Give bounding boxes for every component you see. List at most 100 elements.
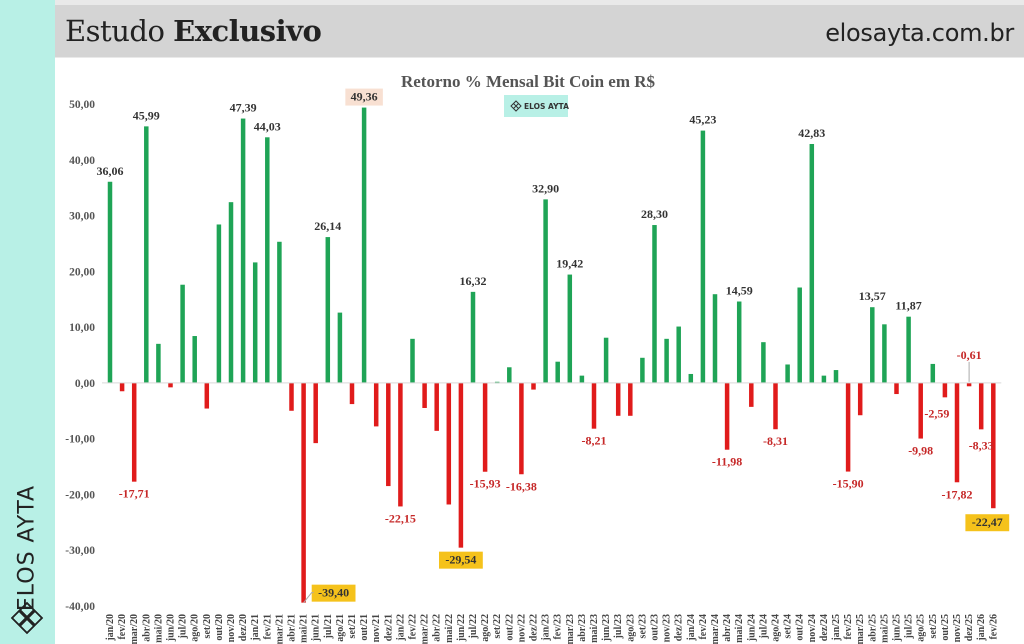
- bar-positive: [833, 370, 839, 383]
- x-tick-label: nov/23: [662, 614, 673, 642]
- bar-positive: [821, 375, 827, 383]
- x-tick-label: mar/20: [129, 614, 140, 644]
- bar-positive: [652, 225, 657, 383]
- x-tick-label: fev/22: [408, 614, 419, 640]
- x-tick-label: jan/26: [976, 614, 987, 642]
- data-label: 32,90: [532, 181, 559, 195]
- x-tick-label: out/25: [940, 614, 951, 641]
- x-tick-label: mar/21: [274, 614, 285, 644]
- x-tick-label: jun/24: [746, 614, 757, 642]
- data-label: 19,42: [556, 257, 583, 271]
- data-label: 16,32: [460, 274, 487, 288]
- bar-positive: [930, 363, 936, 383]
- x-tick-label: out/22: [504, 614, 515, 641]
- bar-negative: [373, 382, 379, 427]
- x-tick-label: fev/24: [698, 614, 709, 640]
- x-tick-label: mai/21: [299, 614, 310, 643]
- x-tick-label: out/21: [359, 614, 370, 641]
- bar-positive: [688, 373, 694, 383]
- x-tick-label: dez/23: [674, 614, 685, 641]
- data-label: 45,99: [133, 108, 160, 122]
- y-tick-label: 0,00: [75, 378, 95, 390]
- x-tick-label: ago/23: [625, 614, 636, 642]
- bar-positive: [567, 274, 573, 383]
- bar-negative: [119, 382, 125, 392]
- data-label: -2,59: [924, 406, 949, 420]
- x-tick-label: set/24: [783, 614, 794, 638]
- x-tick-label: nov/22: [516, 614, 527, 642]
- y-tick-label: 30,00: [69, 211, 95, 223]
- data-label: 45,23: [689, 113, 716, 127]
- x-tick-label: mai/20: [153, 614, 164, 643]
- data-label: 44,03: [254, 119, 281, 133]
- bar-positive: [228, 202, 234, 383]
- bar-positive: [252, 262, 258, 383]
- bar-negative: [313, 382, 318, 444]
- bar-positive: [144, 126, 149, 383]
- y-tick-label: -20,00: [65, 489, 95, 501]
- bar-negative: [301, 382, 306, 603]
- data-label-highlight: [345, 88, 383, 106]
- bar-negative: [918, 382, 923, 439]
- x-tick-label: jun/23: [601, 614, 612, 642]
- bar-negative: [966, 382, 972, 387]
- site-url: elosayta.com.br: [825, 19, 1014, 47]
- y-tick-label: 10,00: [69, 322, 95, 334]
- data-label: -15,93: [470, 477, 501, 491]
- x-tick-label: set/22: [492, 614, 503, 638]
- data-label: -9,98: [908, 444, 933, 458]
- bar-positive: [761, 342, 766, 383]
- data-label: -8,33: [969, 438, 994, 452]
- data-label: 49,36: [351, 90, 378, 104]
- bar-positive: [240, 118, 246, 383]
- x-tick-label: jul/20: [178, 614, 189, 639]
- x-tick-label: ago/20: [190, 614, 201, 642]
- data-label-highlight: [965, 514, 1010, 532]
- label-leader-line: [303, 592, 314, 603]
- bar-negative: [942, 382, 948, 398]
- lattice-diamond-logo-icon: [10, 601, 44, 635]
- bar-negative: [857, 382, 863, 416]
- x-tick-label: ago/24: [771, 614, 782, 642]
- x-tick-label: mar/22: [420, 614, 431, 644]
- title-bold: Exclusivo: [173, 14, 322, 48]
- x-tick-label: mai/23: [589, 614, 600, 643]
- x-tick-label: jul/22: [468, 614, 479, 639]
- x-tick-label: jan/20: [105, 614, 116, 642]
- x-tick-label: fev/21: [262, 614, 273, 640]
- bars: [107, 107, 996, 603]
- bar-negative: [434, 382, 439, 431]
- bar-positive: [325, 237, 331, 383]
- bar-positive: [410, 338, 415, 383]
- bar-positive: [906, 316, 911, 383]
- data-label: -17,82: [942, 487, 973, 501]
- bar-negative: [446, 382, 452, 505]
- x-tick-label: abr/20: [141, 614, 152, 642]
- x-tick-label: mar/24: [710, 614, 721, 644]
- bar-positive: [579, 375, 585, 383]
- x-tick-label: jan/25: [831, 614, 842, 642]
- bar-positive: [265, 137, 270, 383]
- data-label: 28,30: [641, 207, 668, 221]
- x-tick-label: jul/21: [323, 614, 334, 639]
- x-tick-label: set/25: [928, 614, 939, 638]
- x-tick-label: out/23: [650, 614, 661, 641]
- title-regular: Estudo: [65, 14, 165, 48]
- x-tick-label: jan/23: [541, 614, 552, 642]
- x-tick-label: fev/23: [553, 614, 564, 640]
- data-label: 36,06: [97, 164, 124, 178]
- bar-positive: [797, 287, 802, 383]
- bar-negative: [615, 382, 621, 416]
- bar-negative: [289, 382, 294, 411]
- bar-positive: [809, 143, 815, 383]
- watermark-badge-bg: [504, 95, 568, 117]
- data-label: 47,39: [230, 101, 257, 115]
- x-tick-label: dez/20: [238, 614, 249, 641]
- bar-negative: [628, 382, 633, 416]
- sidebar-strip: [0, 0, 55, 644]
- data-label-highlight: [311, 584, 356, 602]
- x-axis: jan/20 fev/20 mar/20 abr/20 mai/20 jun/20 jul/…: [102, 382, 1002, 644]
- bar-positive: [107, 181, 113, 383]
- x-tick-label: nov/20: [226, 614, 237, 642]
- bar-positive: [543, 199, 548, 383]
